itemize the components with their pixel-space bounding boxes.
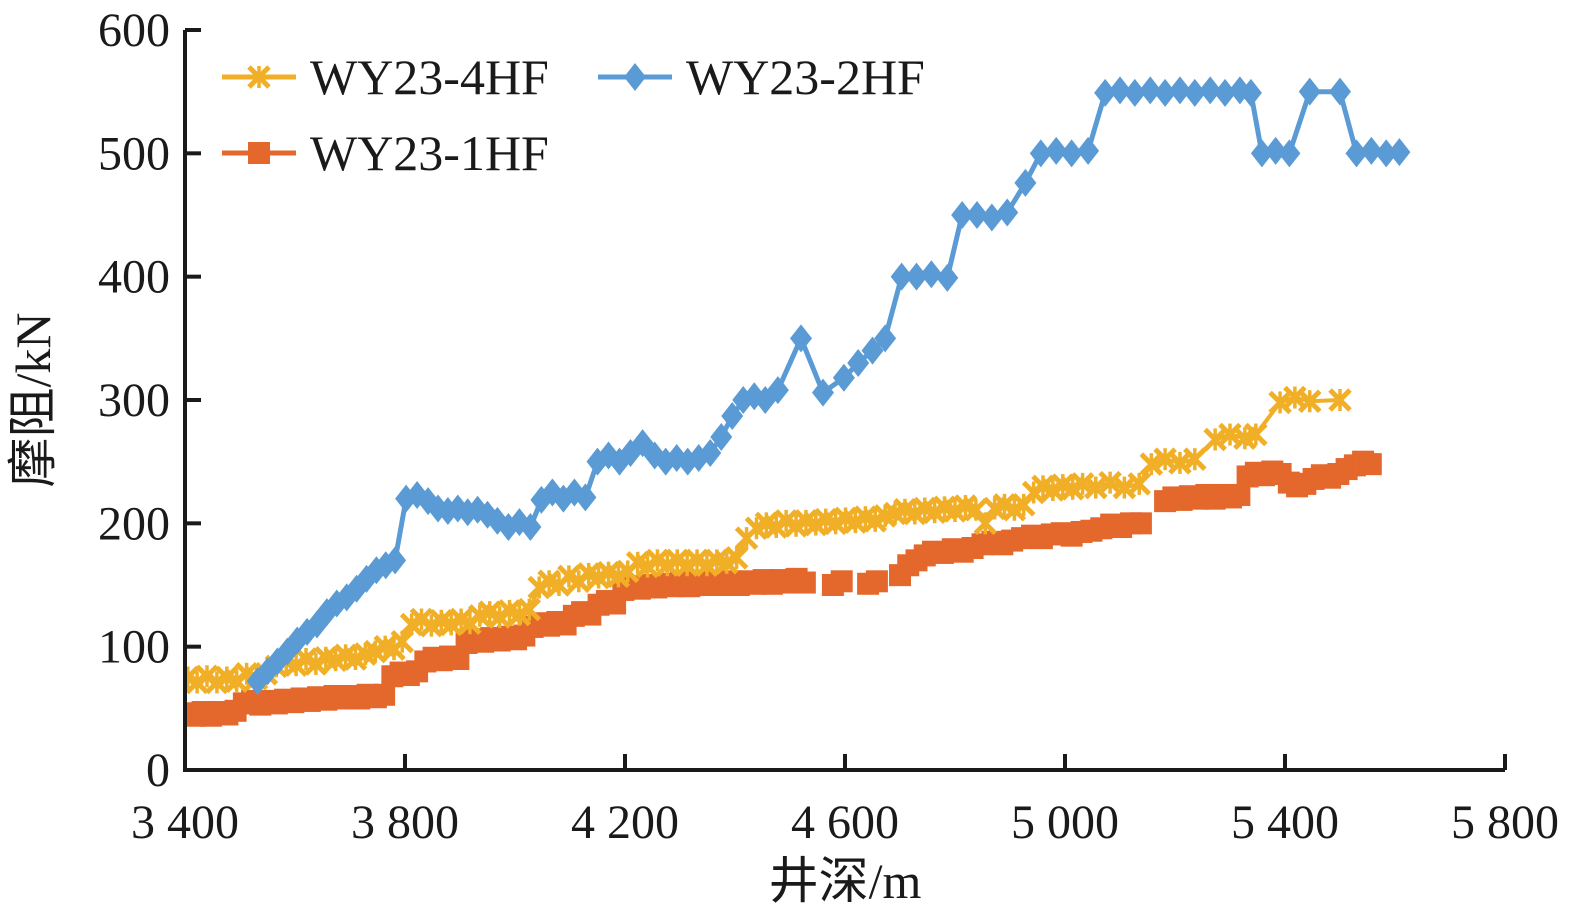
- y-tick-label: 400: [98, 251, 170, 304]
- x-tick-label: 5 000: [1011, 796, 1119, 849]
- x-tick-label: 4 200: [571, 796, 679, 849]
- legend-item-WY23-2HF: WY23-2HF: [598, 49, 925, 105]
- x-tick-label: 5 800: [1451, 796, 1559, 849]
- axes: [183, 28, 1507, 772]
- y-tick-label: 0: [146, 744, 170, 797]
- legend-label: WY23-1HF: [310, 125, 549, 181]
- series-markers-WY23-1HF: [185, 450, 1382, 727]
- y-tick-label: 600: [98, 4, 170, 57]
- series-WY23-2HF: [246, 76, 1411, 696]
- legend-item-WY23-1HF: WY23-1HF: [222, 125, 549, 181]
- legend-label: WY23-4HF: [310, 49, 549, 105]
- series-WY23-1HF: [185, 450, 1382, 727]
- y-tick-label: 500: [98, 127, 170, 180]
- x-tick-label: 4 600: [791, 796, 899, 849]
- series-line-WY23-4HF: [186, 395, 1341, 685]
- y-tick-label: 100: [98, 621, 170, 674]
- series-WY23-4HF: [185, 385, 1352, 695]
- plot-area: [185, 76, 1411, 727]
- series-markers-WY23-4HF: [185, 385, 1352, 695]
- y-tick-label: 300: [98, 374, 170, 427]
- x-axis-title: 井深/m: [769, 853, 922, 909]
- legend: WY23-4HF WY23-2HF WY23-1HF: [222, 49, 925, 181]
- x-tick-label: 5 400: [1231, 796, 1339, 849]
- y-tick-label: 200: [98, 497, 170, 550]
- legend-item-WY23-4HF: WY23-4HF: [222, 49, 549, 105]
- x-tick-label: 3 400: [131, 796, 239, 849]
- y-axis-title: 摩阻/kN: [5, 313, 61, 488]
- series-markers-WY23-2HF: [246, 76, 1411, 696]
- x-tick-label: 3 800: [351, 796, 459, 849]
- legend-label: WY23-2HF: [686, 49, 925, 105]
